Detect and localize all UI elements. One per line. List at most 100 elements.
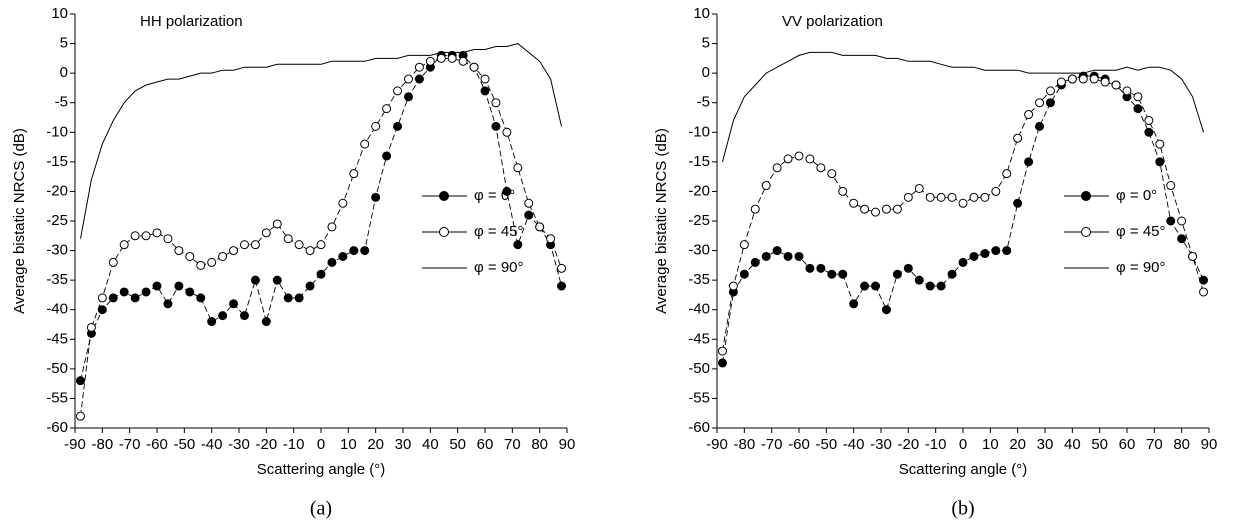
y-tick-label: -20 [688, 182, 710, 199]
x-tick-label: 70 [1146, 436, 1163, 453]
data-point [903, 263, 913, 273]
data-point [141, 231, 151, 241]
data-point [458, 56, 468, 66]
data-point [1199, 275, 1209, 285]
y-tick-label: -5 [55, 94, 68, 111]
x-tick-label: 60 [477, 436, 494, 453]
data-point [750, 204, 760, 214]
data-point [283, 293, 293, 303]
data-point [403, 92, 413, 102]
y-tick-label: -40 [46, 301, 68, 318]
data-point [371, 192, 381, 202]
data-point [980, 249, 990, 259]
data-point [980, 192, 990, 202]
y-tick-label: 0 [702, 64, 710, 81]
data-point [502, 186, 512, 196]
data-point [513, 240, 523, 250]
x-tick-label: 70 [504, 436, 521, 453]
x-tick-label: -60 [788, 436, 810, 453]
data-point [860, 281, 870, 291]
data-point [969, 192, 979, 202]
y-tick-label: 5 [702, 35, 710, 52]
data-point [108, 257, 118, 267]
data-point [1144, 127, 1154, 137]
data-point [892, 269, 902, 279]
data-point [761, 251, 771, 261]
data-point [1100, 77, 1110, 87]
y-tick-label: -40 [688, 301, 710, 318]
data-point [1133, 104, 1143, 114]
data-point [1133, 92, 1143, 102]
x-tick-label: -70 [761, 436, 783, 453]
data-point [783, 251, 793, 261]
x-tick-label: 30 [395, 436, 412, 453]
chart-panel: -60-55-50-45-40-35-30-25-20-15-10-50510-… [653, 5, 1217, 520]
legend-label: φ = 90° [474, 259, 524, 276]
data-point [1199, 287, 1209, 297]
chart-panel: -60-55-50-45-40-35-30-25-20-15-10-50510-… [11, 5, 575, 520]
data-point [272, 219, 282, 229]
data-point [338, 251, 348, 261]
data-point [261, 317, 271, 327]
data-point [130, 293, 140, 303]
y-tick-label: -20 [46, 182, 68, 199]
series-line [80, 43, 562, 239]
data-point [524, 198, 534, 208]
data-point [327, 222, 337, 232]
data-point [860, 204, 870, 214]
legend-marker [439, 227, 449, 237]
data-point [97, 293, 107, 303]
x-tick-label: 20 [367, 436, 384, 453]
y-tick-label: 10 [693, 5, 710, 22]
data-point [1002, 169, 1012, 179]
data-point [1188, 251, 1198, 261]
data-point [75, 376, 85, 386]
data-point [1177, 234, 1187, 244]
x-tick-label: -50 [173, 436, 195, 453]
data-point [305, 281, 315, 291]
x-tick-label: -80 [91, 436, 113, 453]
data-point [805, 263, 815, 273]
series-line [80, 54, 562, 381]
data-point [491, 98, 501, 108]
y-tick-label: -10 [46, 123, 68, 140]
y-tick-label: -45 [46, 330, 68, 347]
data-point [382, 104, 392, 114]
y-tick-label: -50 [46, 360, 68, 377]
data-point [925, 192, 935, 202]
x-tick-label: -60 [146, 436, 168, 453]
data-point [717, 358, 727, 368]
data-point [425, 56, 435, 66]
data-point [185, 251, 195, 261]
data-point [86, 322, 96, 332]
x-tick-label: -30 [228, 436, 250, 453]
data-point [239, 240, 249, 250]
data-point [914, 183, 924, 193]
data-point [805, 154, 815, 164]
data-point [772, 163, 782, 173]
data-point [1035, 98, 1045, 108]
data-point [283, 234, 293, 244]
x-tick-label: 10 [982, 436, 999, 453]
data-point [196, 260, 206, 270]
data-point [1155, 157, 1165, 167]
x-tick-label: 10 [340, 436, 357, 453]
y-tick-label: -25 [46, 212, 68, 229]
data-point [936, 192, 946, 202]
data-point [849, 198, 859, 208]
data-point [849, 299, 859, 309]
y-tick-label: -30 [688, 242, 710, 259]
data-point [1078, 74, 1088, 84]
data-point [414, 74, 424, 84]
legend-label: φ = 0° [474, 187, 515, 204]
data-point [480, 74, 490, 84]
data-point [772, 246, 782, 256]
x-tick-label: 50 [1091, 436, 1108, 453]
data-point [1155, 139, 1165, 149]
y-tick-label: -45 [688, 330, 710, 347]
data-point [1122, 86, 1132, 96]
data-point [827, 269, 837, 279]
data-point [327, 257, 337, 267]
data-point [1013, 133, 1023, 143]
